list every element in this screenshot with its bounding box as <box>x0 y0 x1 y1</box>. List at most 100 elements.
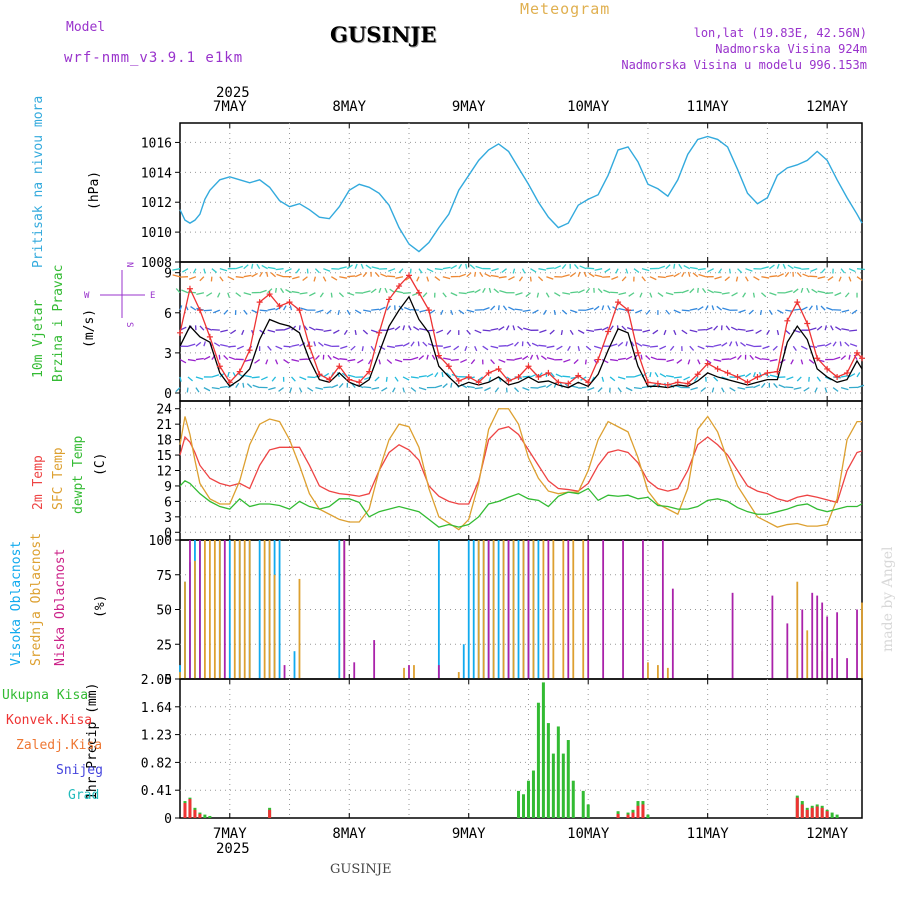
wind-arrow <box>657 276 666 279</box>
cloud_mid-bar <box>572 540 575 679</box>
wind-gust-point <box>415 289 422 296</box>
cloud_low-bar <box>437 665 440 679</box>
wind-arrow <box>800 287 804 293</box>
wind-arrow <box>378 359 381 365</box>
wind-arrow <box>458 309 465 315</box>
wind-arrow <box>697 345 705 350</box>
wind-arrow <box>560 330 563 336</box>
wind-arrow <box>824 342 832 347</box>
wind-arrow <box>313 276 317 282</box>
wind-arrow <box>203 268 206 274</box>
wind-arrow <box>392 387 396 393</box>
precip_total-bar <box>830 812 834 818</box>
cloud_low-bar <box>567 540 570 679</box>
wind-arrow <box>649 345 658 348</box>
wind-arrow <box>195 376 204 380</box>
wind-arrow <box>663 329 667 336</box>
wind-arrow <box>307 387 314 392</box>
wind-arrow <box>404 306 412 311</box>
wind-gust-point <box>386 296 393 303</box>
wind-direction-arrows <box>172 263 865 393</box>
wind-arrow <box>567 345 571 352</box>
wind-arrow <box>212 309 221 314</box>
cloud_high-bar <box>462 644 465 679</box>
wind-arrow <box>203 355 211 361</box>
cloud_mid-bar <box>562 540 565 679</box>
precip_total-bar <box>566 740 570 818</box>
wind-arrow <box>179 376 182 382</box>
cloud_mid-bar <box>582 540 585 679</box>
wind-arrow <box>442 383 448 389</box>
wind-arrow <box>737 354 742 360</box>
wind-arrow <box>707 289 714 294</box>
wind-arrow <box>410 387 417 392</box>
wind-arrow <box>529 354 534 360</box>
wind-gust-point <box>634 349 641 356</box>
wind-arrow <box>830 325 834 331</box>
wind-arrow <box>642 329 651 333</box>
wind-arrow <box>470 359 476 365</box>
wind-arrow <box>666 375 674 378</box>
wind-arrow <box>203 387 211 392</box>
wind-arrow <box>367 359 372 365</box>
wind-arrow <box>681 329 688 335</box>
elevation-info: Nadmorska Visina 924m <box>715 42 867 56</box>
wind-arrow <box>186 387 189 393</box>
wind-arrow <box>450 264 457 270</box>
day-label-bottom-7MAY: 7MAY <box>213 826 247 842</box>
wind-gust-point <box>485 369 492 376</box>
wind-arrow <box>274 287 278 293</box>
wind-arrow <box>235 292 242 298</box>
wind-arrow <box>283 327 291 331</box>
wind-arrow <box>419 327 428 331</box>
cloud_low-bar <box>373 640 376 679</box>
cloud_low-bar <box>587 540 590 679</box>
wind-gust-point <box>565 380 572 387</box>
day-label-top-7MAY: 7MAY <box>213 99 247 115</box>
year-bottom: 2025 <box>216 841 250 857</box>
wind-arrow <box>235 265 243 270</box>
wind-arrow <box>569 272 576 278</box>
wind-arrow <box>236 345 244 350</box>
wind-arrow <box>388 268 396 272</box>
cloud_low-bar <box>527 540 530 679</box>
wind-arrow <box>522 375 531 378</box>
cloud_mid-bar <box>512 540 515 679</box>
wind-arrow <box>490 359 495 365</box>
wind-arrow <box>319 292 324 298</box>
wind-arrow <box>793 308 802 311</box>
wind-arrow <box>354 273 362 278</box>
wind-arrow <box>532 309 539 314</box>
precip_conv-bar <box>198 813 202 818</box>
wind-gust-point <box>654 380 661 387</box>
wind-gust-point <box>704 360 711 367</box>
cloud_low-bar <box>283 665 286 679</box>
cloud_mid-bar <box>457 672 460 679</box>
wind-arrow <box>639 292 643 298</box>
wind-arrow <box>490 305 496 311</box>
pressure-series-line <box>179 135 863 253</box>
wind-arrow <box>536 292 540 298</box>
precip_conv-bar <box>636 805 640 818</box>
cloud_mid-bar <box>208 540 211 679</box>
wind-gust-point <box>505 377 512 384</box>
wind-arrow <box>827 276 834 281</box>
wind-arrow <box>196 292 205 295</box>
wind-arrow <box>693 376 699 382</box>
wind-gust-point <box>515 373 522 380</box>
wind-label-1: 10m Vjetar <box>31 300 46 378</box>
precip_total-bar <box>208 815 212 818</box>
wind-gust-point <box>425 307 432 314</box>
wind-arrow <box>825 292 834 295</box>
wind-arrow <box>730 326 738 331</box>
cloud_mid-bar <box>532 540 535 679</box>
wind-arrow <box>488 287 492 293</box>
cloud_mid-bar <box>243 540 246 679</box>
wind-arrow <box>475 265 483 270</box>
wind-arrow <box>617 387 622 393</box>
wind-arrow <box>211 329 220 331</box>
wind-arrow <box>276 273 284 278</box>
wind-arrow <box>458 292 467 295</box>
wind-arrow <box>251 272 258 278</box>
wind-arrow <box>597 288 603 294</box>
